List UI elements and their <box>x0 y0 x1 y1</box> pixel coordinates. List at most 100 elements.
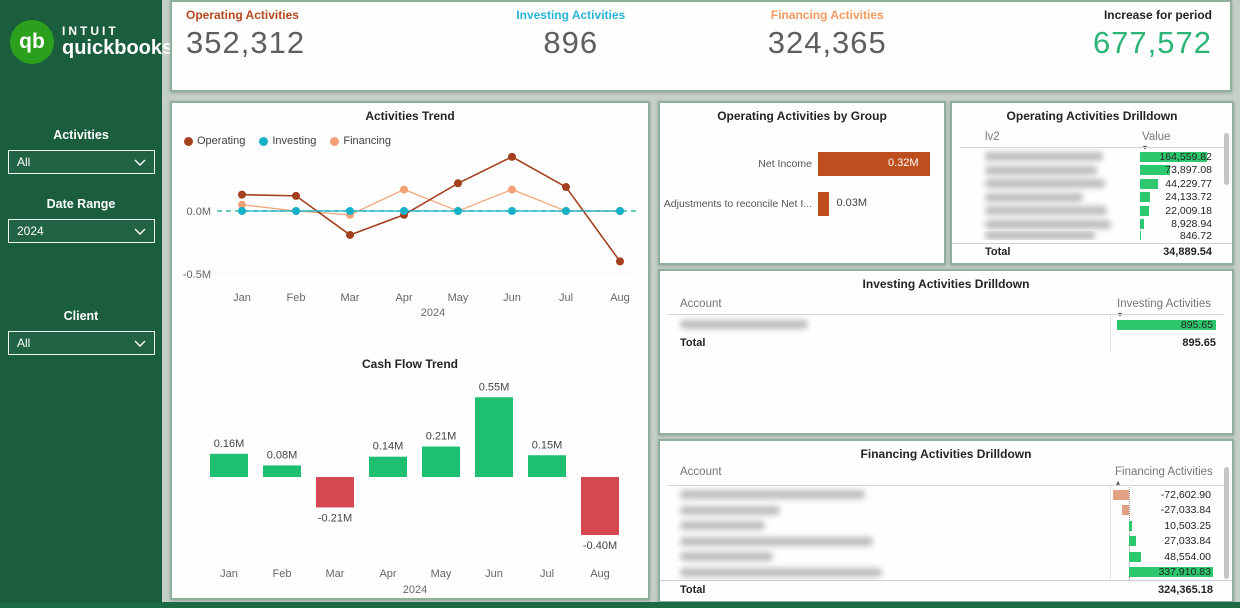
table-row[interactable]: -72,602.90 <box>660 487 1232 503</box>
kpi-operating-activities: Operating Activities 352,312 <box>186 8 443 84</box>
investing-drilldown-rows: 895.65 <box>660 316 1232 333</box>
legend-item-financing[interactable]: Financing <box>330 135 391 147</box>
group-bar-net-income[interactable] <box>818 152 930 176</box>
data-point-investing-mar[interactable] <box>346 207 354 215</box>
svg-text:0.21M: 0.21M <box>426 431 457 443</box>
redacted-account-name <box>985 165 1097 175</box>
kpi-value: 324,365 <box>767 25 887 60</box>
table-row[interactable]: 27,033.84 <box>660 534 1232 550</box>
data-point-financing-apr[interactable] <box>400 185 408 194</box>
data-bar <box>1140 151 1207 162</box>
data-point-operating-jan[interactable] <box>238 190 246 199</box>
column-header-account[interactable]: Account <box>680 466 722 478</box>
cell-value: 22,009.18 <box>1165 204 1212 217</box>
sort-asc-icon[interactable]: ▴ <box>1116 478 1121 487</box>
svg-text:-0.21M: -0.21M <box>318 512 352 524</box>
investing-drilldown-card: Investing Activities Drilldown Account I… <box>658 269 1234 435</box>
data-point-investing-may[interactable] <box>454 207 462 215</box>
redacted-account-name <box>985 219 1111 229</box>
bar-jan[interactable] <box>210 453 248 477</box>
group-category-label: Adjustments to reconcile Net I... <box>663 198 812 210</box>
financing-drilldown-rows: -72,602.90 -27,033.84 10,503.25 27,033.84 48… <box>660 487 1232 580</box>
svg-text:0.14M: 0.14M <box>373 441 404 453</box>
date-range-filter-dropdown[interactable]: 2024 <box>8 219 155 243</box>
financing-drilldown-title: Financing Activities Drilldown <box>860 447 1032 461</box>
data-point-financing-jun[interactable] <box>508 185 516 194</box>
table-row[interactable]: 337,910.83 <box>660 565 1232 581</box>
svg-text:0.55M: 0.55M <box>479 381 510 393</box>
column-header-account[interactable]: Account <box>680 298 722 310</box>
bar-feb[interactable] <box>263 465 301 477</box>
table-row[interactable]: 22,009.18 <box>952 204 1232 218</box>
column-header-investing[interactable]: Investing Activities ▾ <box>1117 298 1211 319</box>
financing-drilldown-card: Financing Activities Drilldown Account F… <box>658 439 1234 603</box>
activities-trend-chart[interactable]: 0.0M -0.5M Jan Feb Mar Apr May Jun Jul Aug 2024 <box>175 149 647 321</box>
group-bar-row: Net Income 0.32M <box>660 151 944 177</box>
data-point-operating-jul[interactable] <box>562 183 570 192</box>
data-point-investing-jan[interactable] <box>238 207 246 215</box>
column-header-lv2[interactable]: lv2 <box>985 131 1000 143</box>
data-bar <box>1122 505 1129 516</box>
legend-item-operating[interactable]: Operating <box>184 135 245 147</box>
svg-text:May: May <box>448 292 469 304</box>
data-point-investing-aug[interactable] <box>616 207 624 215</box>
column-header-financing[interactable]: Financing Activities ▴ <box>1115 466 1213 487</box>
kpi-summary-card: Operating Activities 352,312 Investing A… <box>170 0 1232 92</box>
activities-trend-title: Activities Trend <box>365 109 455 123</box>
column-header-value[interactable]: Value ▾ <box>1142 131 1171 152</box>
data-point-financing-jan[interactable] <box>238 200 246 209</box>
table-row[interactable]: 48,554.00 <box>660 549 1232 565</box>
table-row[interactable]: 10,503.25 <box>660 518 1232 534</box>
group-bar-value: 0.03M <box>836 197 868 209</box>
svg-text:Mar: Mar <box>341 292 360 304</box>
table-scrollbar[interactable] <box>1224 467 1229 579</box>
data-point-investing-jul[interactable] <box>562 207 570 215</box>
activities-filter-dropdown[interactable]: All <box>8 150 155 174</box>
table-scrollbar[interactable] <box>1224 133 1229 185</box>
quickbooks-logo: qb INTUIT quickbooks <box>10 20 173 64</box>
data-point-operating-may[interactable] <box>454 179 462 188</box>
total-label: Total <box>985 246 1011 258</box>
bar-aug[interactable] <box>581 477 619 535</box>
legend-label: Operating <box>197 135 246 147</box>
table-row[interactable]: 8,928.94 <box>952 218 1232 232</box>
cell-value: -72,602.90 <box>1160 488 1211 501</box>
client-filter-value: All <box>17 336 31 350</box>
bar-mar[interactable] <box>316 477 354 508</box>
value-cell: 8,928.94 <box>1140 218 1212 230</box>
kpi-label: Investing Activities <box>516 8 626 22</box>
bar-may[interactable] <box>422 446 460 477</box>
data-point-operating-jun[interactable] <box>508 152 516 161</box>
cash-flow-trend-chart[interactable]: 0.16M 0.08M -0.21M 0.14M 0.21M 0.55M 0.15M -0.4… <box>175 367 647 599</box>
redacted-account-name <box>985 231 1095 240</box>
bar-jul[interactable] <box>528 455 566 477</box>
group-bar-row: Adjustments to reconcile Net I... 0.03M <box>660 191 944 217</box>
investing-drilldown-title: Investing Activities Drilldown <box>862 277 1030 291</box>
table-row[interactable]: 164,559.82 <box>952 150 1232 164</box>
legend-dot-icon <box>330 136 340 146</box>
bar-apr[interactable] <box>369 456 407 477</box>
legend-label: Financing <box>343 135 392 147</box>
data-bar <box>1117 319 1216 330</box>
chevron-down-icon <box>134 340 146 347</box>
table-row[interactable]: 73,897.08 <box>952 164 1232 178</box>
table-row[interactable]: 895.65 <box>660 316 1232 333</box>
table-row[interactable]: 24,133.72 <box>952 191 1232 205</box>
table-row[interactable]: 846.72 <box>952 231 1232 240</box>
activities-trend-legend: Operating Investing Financing <box>184 135 391 147</box>
data-point-operating-mar[interactable] <box>346 230 354 239</box>
table-row[interactable]: 44,229.77 <box>952 177 1232 191</box>
client-filter-dropdown[interactable]: All <box>8 331 155 355</box>
svg-text:-0.5M: -0.5M <box>183 269 211 281</box>
bar-jun[interactable] <box>475 397 513 477</box>
group-bar-adjustments[interactable] <box>818 192 829 216</box>
data-point-investing-jun[interactable] <box>508 207 516 215</box>
value-cell: 846.72 <box>1140 231 1212 240</box>
data-point-investing-apr[interactable] <box>400 207 408 215</box>
table-row[interactable]: -27,033.84 <box>660 503 1232 519</box>
data-point-investing-feb[interactable] <box>292 207 300 215</box>
data-point-operating-feb[interactable] <box>292 191 300 200</box>
data-point-operating-aug[interactable] <box>616 257 624 266</box>
legend-item-investing[interactable]: Investing <box>259 135 316 147</box>
group-category-label: Net Income <box>758 158 812 170</box>
